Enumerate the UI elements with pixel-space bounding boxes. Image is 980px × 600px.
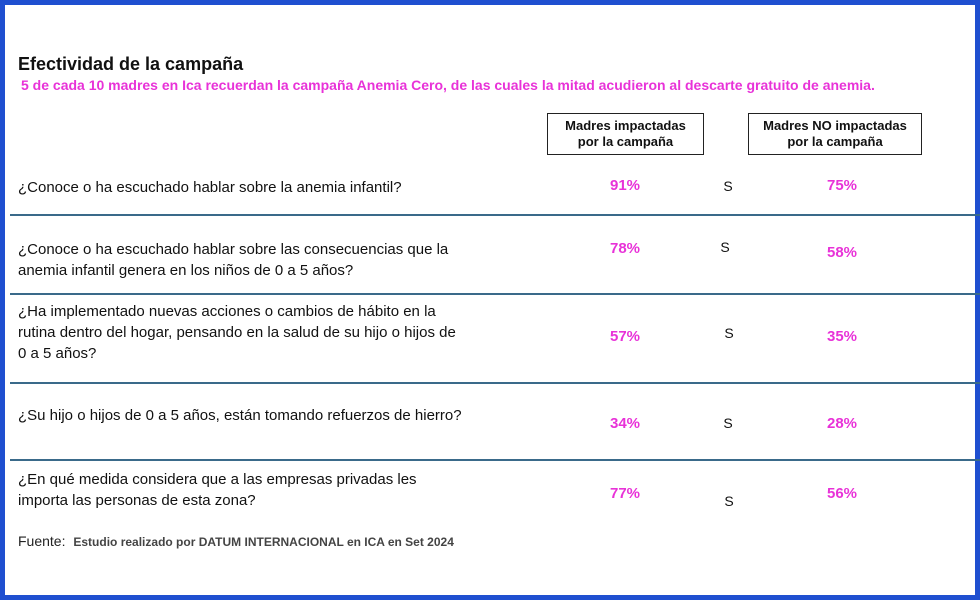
question-row-1: ¿Conoce o ha escuchado hablar sobre la a…	[18, 179, 402, 196]
value-impactadas-row-4: 34%	[609, 415, 641, 432]
value-impactadas-row-3: 57%	[609, 328, 641, 345]
question-row-2: ¿Conoce o ha escuchado hablar sobre las …	[18, 241, 449, 279]
value-impactadas-row-5: 77%	[609, 485, 641, 502]
row-divider	[10, 214, 980, 216]
question-row-3: ¿Ha implementado nuevas acciones o cambi…	[18, 303, 456, 362]
source-label: Fuente:	[18, 533, 66, 549]
value-no-impactadas-row-5: 56%	[826, 485, 858, 502]
row-divider	[10, 382, 980, 384]
value-no-impactadas-row-3: 35%	[826, 328, 858, 345]
source-note: Fuente: Estudio realizado por DATUM INTE…	[18, 533, 454, 549]
chart-subtitle: 5 de cada 10 madres en Ica recuerdan la …	[21, 77, 875, 93]
row-divider	[10, 293, 980, 295]
column-header-no-impactadas: Madres NO impactadas por la campaña	[748, 113, 922, 155]
significance-row-5: S	[724, 493, 734, 509]
value-no-impactadas-row-2: 58%	[826, 244, 858, 261]
value-no-impactadas-row-1: 75%	[826, 177, 858, 194]
significance-row-4: S	[723, 415, 733, 431]
row-divider	[10, 459, 980, 461]
significance-row-1: S	[723, 178, 733, 194]
significance-row-2: S	[720, 239, 730, 255]
value-impactadas-row-1: 91%	[609, 177, 641, 194]
significance-row-3: S	[724, 325, 734, 341]
chart-title: Efectividad de la campaña	[18, 54, 244, 74]
question-row-4: ¿Su hijo o hijos de 0 a 5 años, están to…	[18, 407, 462, 424]
source-text: Estudio realizado por DATUM INTERNACIONA…	[73, 535, 454, 549]
question-row-5: ¿En qué medida considera que a las empre…	[18, 471, 417, 509]
value-no-impactadas-row-4: 28%	[826, 415, 858, 432]
column-header-impactadas: Madres impactadas por la campaña	[547, 113, 704, 155]
value-impactadas-row-2: 78%	[609, 240, 641, 257]
